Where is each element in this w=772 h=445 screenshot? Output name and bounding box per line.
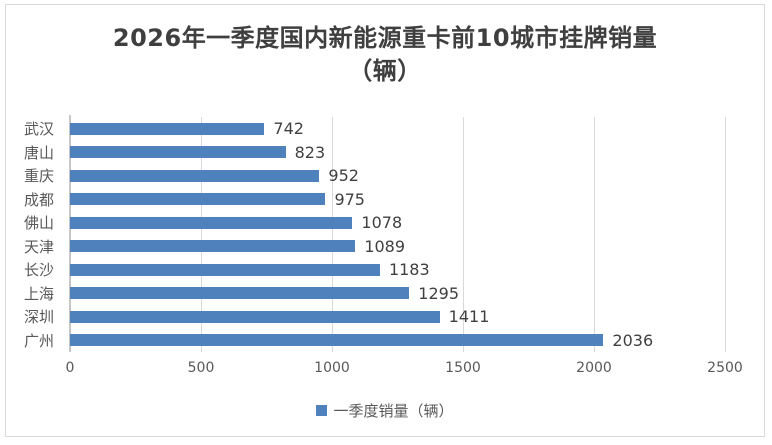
value-label: 742 xyxy=(273,119,304,139)
value-label: 1295 xyxy=(418,283,459,303)
category-label: 武汉 xyxy=(23,120,54,139)
value-label: 952 xyxy=(328,166,359,186)
x-tick-label: 2500 xyxy=(707,360,743,376)
gridline xyxy=(201,117,202,352)
value-label: 1411 xyxy=(448,307,490,327)
bar-重庆 xyxy=(70,169,320,182)
legend: 一季度销量（辆） xyxy=(6,400,764,421)
value-label: 1078 xyxy=(361,213,403,233)
value-label: 975 xyxy=(334,189,365,209)
category-label: 深圳 xyxy=(23,308,54,327)
bar-row: 1078 xyxy=(70,211,725,235)
bar-唐山 xyxy=(70,146,286,159)
gridline xyxy=(332,117,333,352)
bar-row: 952 xyxy=(70,164,725,188)
x-tick-label: 2000 xyxy=(576,360,612,376)
bar-天津 xyxy=(70,240,356,253)
category-label: 成都 xyxy=(23,190,54,209)
bar-row: 1411 xyxy=(70,305,725,329)
y-axis-line xyxy=(69,115,71,352)
bar-row: 823 xyxy=(70,141,725,165)
bar-row: 2036 xyxy=(70,329,725,353)
x-tick-label: 500 xyxy=(187,360,215,376)
x-tick-label: 0 xyxy=(65,360,75,376)
legend-swatch-icon xyxy=(316,405,328,416)
legend-label: 一季度销量（辆） xyxy=(333,402,454,420)
bar-row: 975 xyxy=(70,188,725,212)
category-label: 重庆 xyxy=(23,167,54,186)
plot-area: 742 823 952 975 1078 1089 1183 1295 1411 2036 xyxy=(69,115,726,353)
bar-row: 1089 xyxy=(70,235,725,259)
value-label: 2036 xyxy=(612,330,654,350)
bar-广州 xyxy=(70,334,604,347)
value-label: 1089 xyxy=(364,236,406,256)
bar-row: 742 xyxy=(70,117,725,141)
bar-row: 1183 xyxy=(70,258,725,282)
gridline xyxy=(725,117,726,352)
bar-上海 xyxy=(70,287,410,300)
category-label: 佛山 xyxy=(23,214,54,233)
bar-长沙 xyxy=(70,263,380,276)
category-label: 长沙 xyxy=(23,261,54,280)
category-label: 唐山 xyxy=(23,143,54,162)
bar-武汉 xyxy=(70,122,265,135)
gridline xyxy=(463,117,464,352)
chart-title: 2026年一季度国内新能源重卡前10城市挂牌销量 （辆） xyxy=(6,22,764,88)
category-axis: 武汉唐山重庆成都佛山天津长沙上海深圳广州 xyxy=(12,117,54,352)
x-tick-label: 1000 xyxy=(314,360,350,376)
bar-row: 1295 xyxy=(70,282,725,306)
category-label: 天津 xyxy=(23,237,54,256)
category-label: 上海 xyxy=(23,284,54,303)
bar-成都 xyxy=(70,193,326,206)
value-label: 1183 xyxy=(388,260,430,280)
bar-深圳 xyxy=(70,310,440,323)
x-tick-label: 1500 xyxy=(445,360,481,376)
x-axis: 0 500 1000 1500 2000 2500 xyxy=(66,360,743,380)
category-label: 广州 xyxy=(23,331,54,350)
value-label: 823 xyxy=(294,142,326,162)
bar-佛山 xyxy=(70,216,353,229)
chart-title-line1: 2026年一季度国内新能源重卡前10城市挂牌销量 xyxy=(112,24,658,52)
chart-frame: 2026年一季度国内新能源重卡前10城市挂牌销量 （辆） 武汉唐山重庆成都佛山天… xyxy=(5,4,765,437)
gridline xyxy=(594,117,595,352)
chart-title-line2: （辆） xyxy=(348,57,422,85)
